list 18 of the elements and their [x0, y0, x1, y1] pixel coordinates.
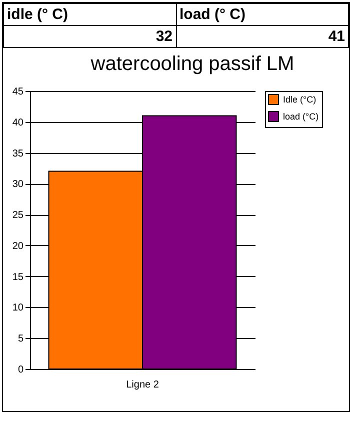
y-tick-label: 25 [12, 210, 24, 222]
chart-title: watercooling passif LM [90, 53, 294, 75]
y-tick-label: 20 [12, 240, 24, 252]
x-tick-label: Ligne 2 [126, 380, 160, 390]
legend-label: load (°C) [283, 112, 319, 122]
y-tick-label: 5 [18, 334, 24, 345]
y-tick-label: 15 [12, 272, 24, 283]
text: load (° C) [176, 4, 348, 26]
y-tick-label: 0 [18, 364, 24, 376]
text: idle (° C) [4, 4, 176, 26]
y-tick-label: 30 [12, 179, 24, 190]
y-tick-label: 45 [12, 86, 24, 98]
text: 32 [4, 26, 176, 48]
legend-label: Idle (°C) [283, 94, 316, 104]
y-tick-label: 40 [12, 117, 24, 128]
text: 41 [176, 26, 348, 48]
y-tick-label: 10 [12, 302, 24, 314]
y-tick-label: 35 [12, 148, 24, 160]
